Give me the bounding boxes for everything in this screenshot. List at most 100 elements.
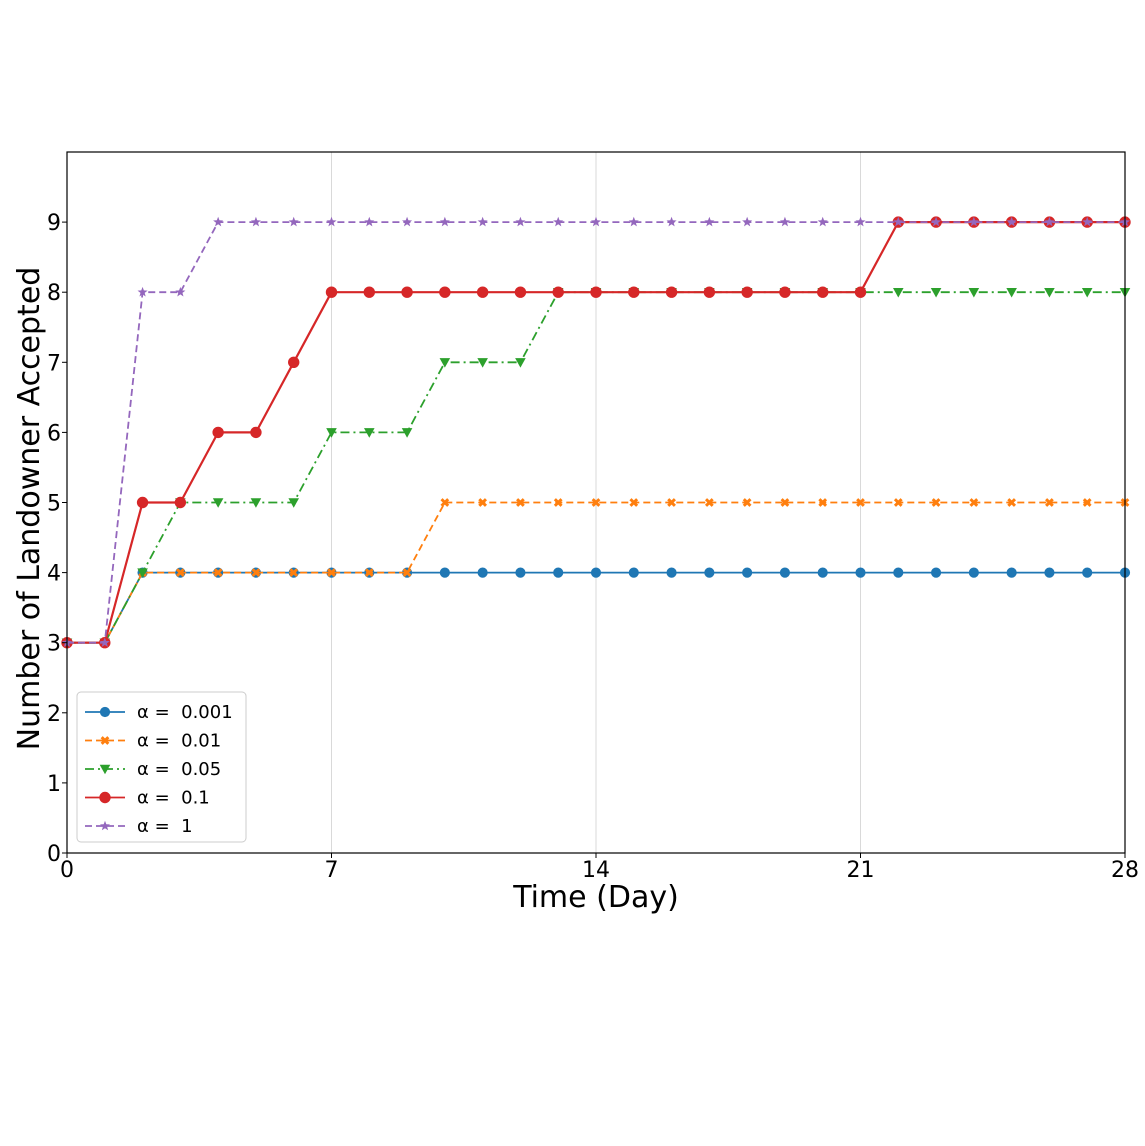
y-axis-title: Number of Landowner Accepted [12, 267, 47, 751]
y-tick-label: 4 [47, 562, 61, 587]
data-point [477, 358, 488, 368]
data-point [476, 286, 489, 298]
y-tick-label: 6 [47, 421, 61, 446]
data-point [439, 358, 451, 368]
data-point [213, 568, 223, 577]
data-point [1082, 216, 1093, 227]
data-point [99, 637, 110, 647]
data-point [440, 498, 450, 507]
data-point [590, 286, 602, 298]
data-point [1006, 216, 1017, 227]
data-point [212, 426, 224, 439]
data-point [553, 567, 564, 578]
data-point [174, 496, 187, 509]
data-point [288, 356, 300, 368]
data-point [855, 567, 866, 578]
data-point [1044, 216, 1055, 227]
data-point [250, 498, 262, 508]
y-tick-label: 5 [47, 492, 61, 517]
data-point [628, 216, 639, 227]
series-4 [61, 216, 1131, 647]
data-point [402, 568, 412, 577]
data-point [401, 286, 413, 298]
data-point [325, 286, 338, 298]
data-point [931, 216, 942, 227]
legend-marker [99, 764, 111, 775]
data-point [251, 568, 261, 577]
legend-label: α = 0.05 [137, 759, 221, 780]
data-point [817, 286, 829, 298]
x-axis-title: Time (Day) [512, 880, 679, 915]
data-point [704, 498, 714, 507]
data-point [327, 568, 336, 577]
data-point [515, 216, 526, 227]
y-tick-label: 2 [47, 702, 61, 727]
data-point [213, 216, 224, 227]
y-tick-label: 9 [47, 211, 61, 236]
data-point [363, 428, 375, 438]
data-point [893, 498, 903, 507]
data-point [402, 216, 413, 227]
data-point [514, 286, 527, 298]
data-point [590, 216, 602, 227]
legend-label: α = 0.1 [137, 788, 210, 809]
y-tick-label: 3 [47, 632, 61, 657]
data-point [818, 498, 828, 507]
data-point [667, 498, 676, 507]
legend-entry-1: α = 0.01 [85, 731, 221, 752]
y-tick-label: 0 [47, 842, 61, 867]
legend-box [76, 691, 247, 843]
data-point [1081, 287, 1093, 298]
data-point [175, 286, 186, 297]
legend: α = 0.001 α = 0.01 α = 0.05 α = 0.1 α = 1 [76, 691, 247, 843]
series-line-2 [67, 291, 1125, 644]
x-tick-label: 14 [582, 858, 610, 883]
data-point [742, 216, 753, 227]
data-point [288, 216, 299, 227]
data-point [1082, 567, 1093, 578]
data-point [553, 216, 564, 227]
data-point [1044, 287, 1055, 298]
data-point [364, 216, 375, 227]
data-point [515, 358, 526, 368]
data-point [516, 498, 525, 507]
y-tick-label: 7 [47, 351, 61, 376]
data-point [552, 286, 564, 298]
data-point [478, 498, 488, 507]
data-point [854, 286, 867, 298]
data-point [704, 216, 715, 227]
data-point [969, 498, 979, 507]
data-point [250, 216, 261, 227]
data-point [704, 567, 715, 578]
data-point [968, 216, 979, 227]
data-point [666, 216, 677, 227]
legend-entry-2: α = 0.05 [85, 759, 221, 780]
axis-ticks: 0 7 14 21 28 0 1 2 3 4 5 6 7 8 9 [47, 211, 1139, 883]
data-point [1006, 567, 1017, 578]
data-point [136, 496, 149, 509]
data-point [1006, 287, 1017, 298]
data-point [968, 287, 980, 298]
data-point [893, 216, 904, 227]
data-point [817, 567, 828, 578]
legend-label: α = 0.001 [137, 702, 233, 723]
y-tick-label: 1 [47, 772, 61, 797]
legend-entry-3: α = 0.1 [85, 788, 210, 809]
data-point [779, 286, 791, 298]
x-tick-label: 28 [1111, 858, 1139, 883]
data-point [326, 216, 337, 227]
data-point [930, 567, 942, 578]
legend-marker [99, 820, 111, 831]
data-point [439, 216, 450, 227]
data-point [817, 216, 828, 227]
x-tick-label: 7 [325, 858, 339, 883]
data-point [629, 498, 639, 507]
legend-marker [99, 791, 111, 804]
data-point [666, 567, 677, 578]
data-point [703, 286, 716, 298]
legend-marker [99, 706, 111, 718]
data-point [628, 567, 639, 578]
data-point [628, 286, 640, 298]
data-point [855, 216, 866, 227]
data-point [401, 428, 413, 438]
